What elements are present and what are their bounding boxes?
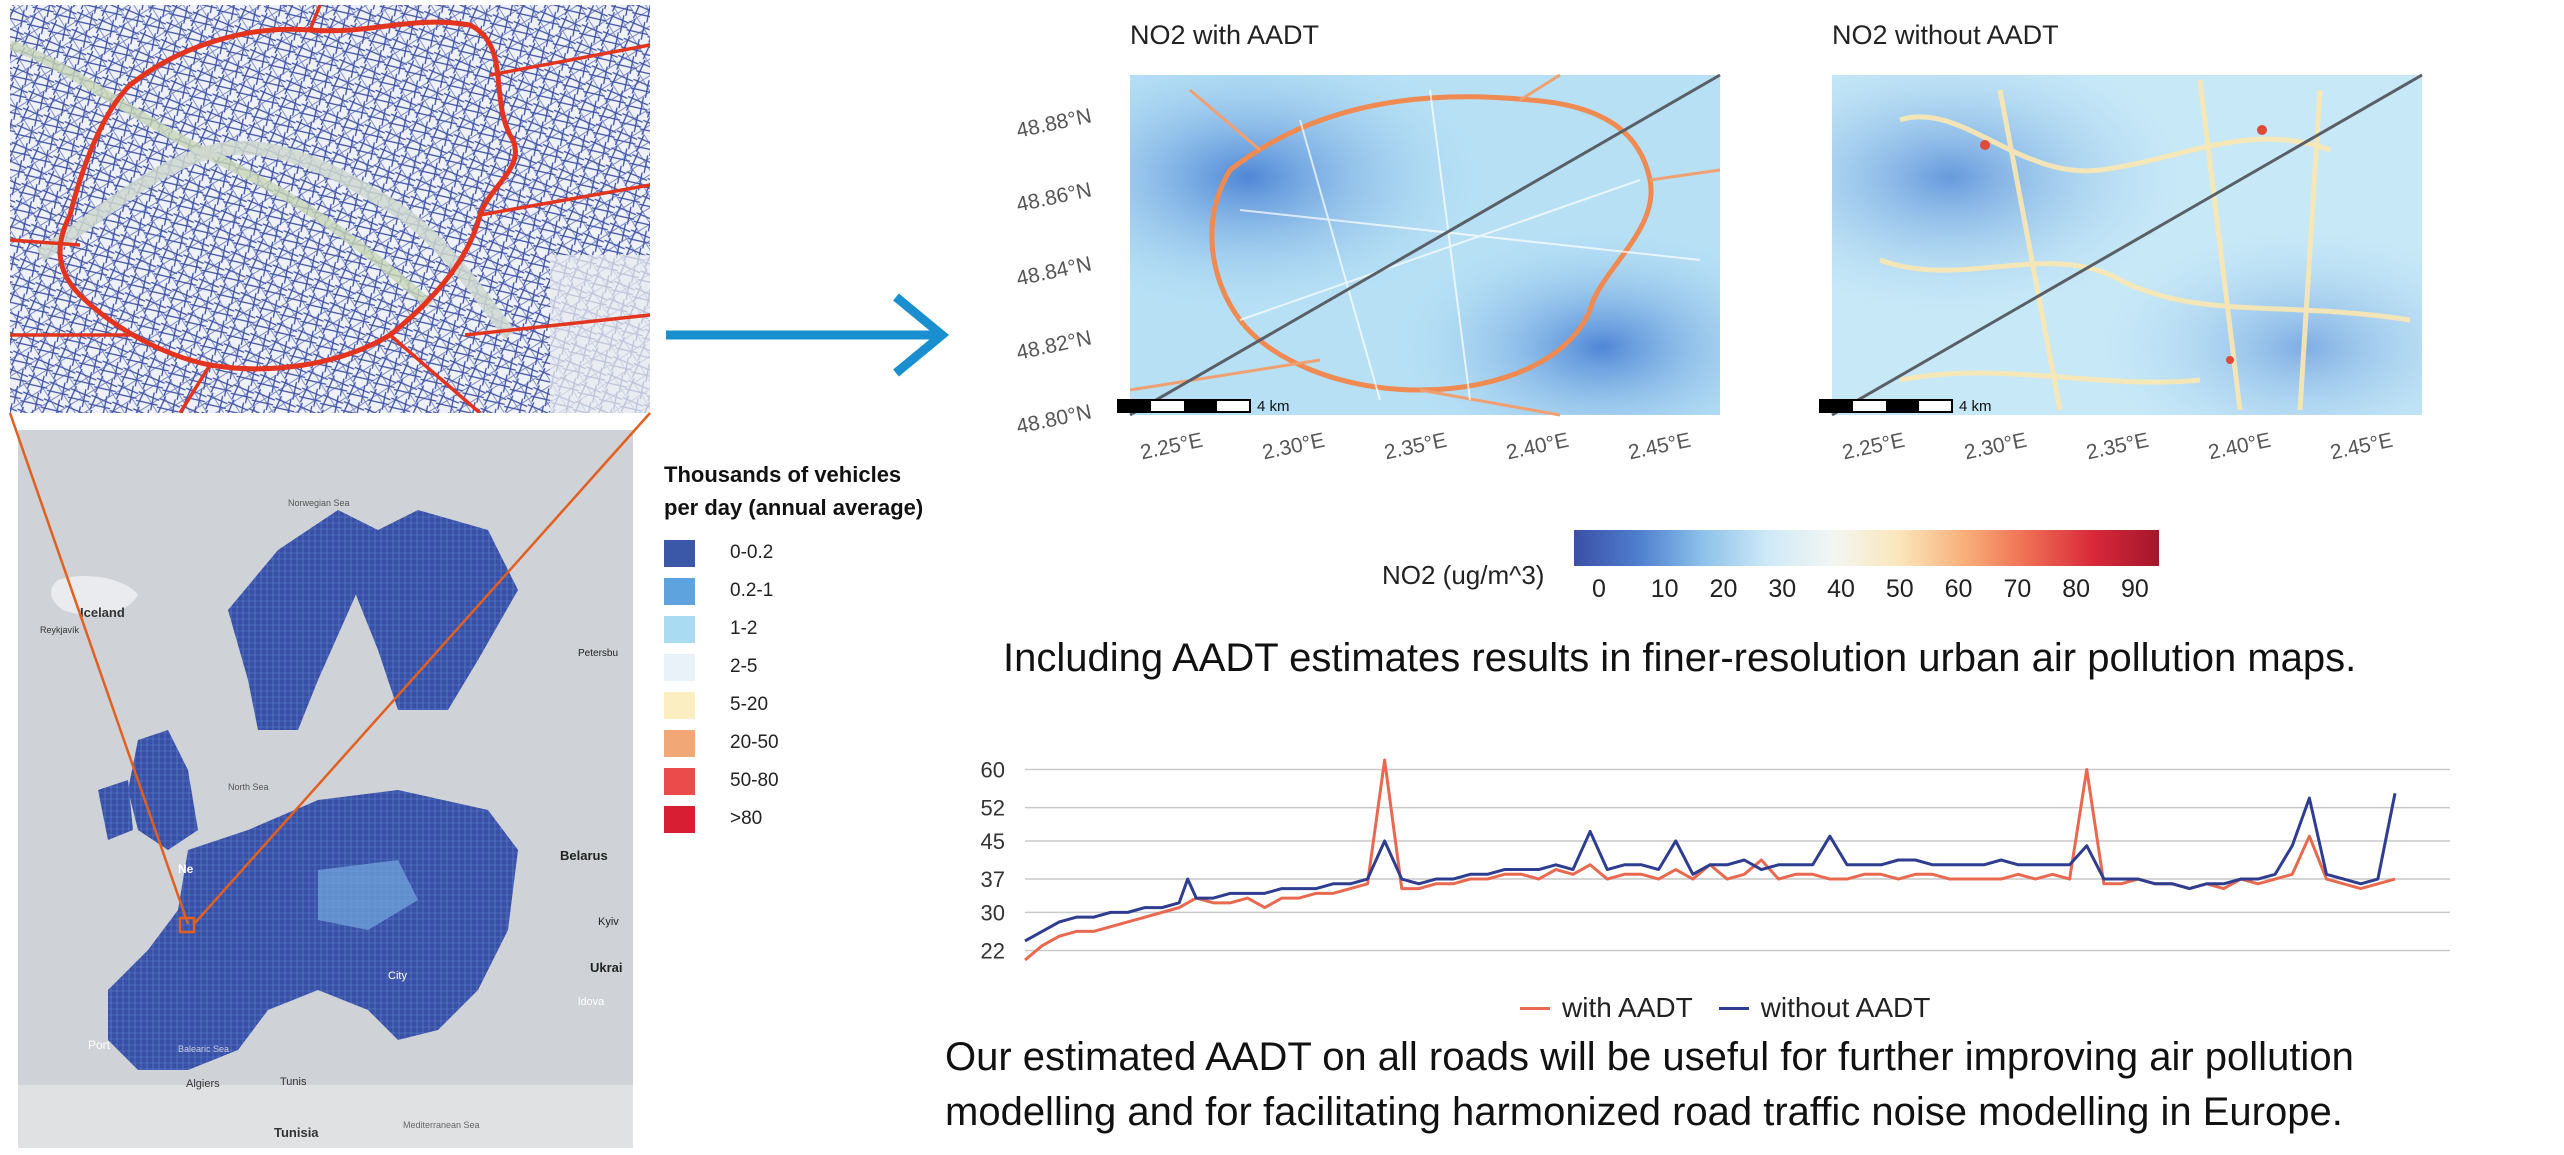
colorbar-tick-label: 30: [1768, 575, 1797, 603]
conclusion-sentence-2-line2: modelling and for facilitating harmonize…: [945, 1090, 2343, 1134]
colorbar-tick-label: 80: [2062, 575, 2091, 603]
legend-label: 50-80: [730, 770, 779, 791]
label-iceland: Iceland: [80, 605, 125, 620]
label-mediterranean: Mediterranean Sea: [403, 1120, 480, 1130]
no2-colorbar: NO2 (ug/m^3) 0 10 20 30 40 50 60 70 80 90: [1382, 530, 2182, 610]
colorbar-tick-label: 10: [1650, 575, 1679, 603]
legend-label: 5-20: [730, 694, 769, 715]
legend-label-without-aadt: without AADT: [1760, 992, 1931, 1023]
series-line-without-aadt: [1024, 793, 2397, 943]
legend-item: 1-2: [664, 610, 964, 648]
colorbar-gradient: [1574, 530, 2159, 566]
right-arrow-icon: [666, 293, 950, 377]
label-norwegian-sea: Norwegian Sea: [288, 498, 350, 508]
aadt-legend: Thousands of vehicles per day (annual av…: [664, 458, 964, 838]
legend-label: 1-2: [730, 618, 758, 639]
legend-label: 0-0.2: [730, 542, 774, 563]
no2-line-chart: 22 30 37 45 52 60: [981, 758, 2450, 964]
label-tunisia: Tunisia: [274, 1125, 319, 1140]
y-tick-label: 22: [981, 938, 1005, 963]
series-line-with-aadt: [1024, 758, 2396, 962]
scale-bar-left: [1117, 399, 1251, 413]
label-reykjavik: Reykjavík: [40, 625, 80, 635]
legend-title-line1: Thousands of vehicles: [664, 462, 902, 487]
label-tunis: Tunis: [280, 1076, 307, 1088]
y-tick-label: 52: [981, 796, 1005, 821]
y-tick-label: 45: [981, 829, 1005, 854]
label-petersburg: Petersbu: [578, 648, 619, 659]
legend-swatch: [664, 539, 695, 567]
legend-rows: 0-0.2 0.2-1 1-2 2-5 5-20 20-50 50-80 >80: [664, 534, 964, 838]
colorbar-label: NO2 (ug/m^3): [1382, 560, 1545, 590]
legend-label: 0.2-1: [730, 580, 774, 601]
scale-label-right: 4 km: [1959, 398, 1992, 415]
no2-map-title-with: NO2 with AADT: [1130, 20, 1320, 50]
label-netherlands: Ne: [178, 862, 194, 876]
no2-map-with-aadt: [1129, 73, 1721, 417]
legend-swatch: [664, 577, 695, 605]
colorbar-tick-label: 20: [1709, 575, 1738, 603]
legend-swatch: [664, 805, 695, 833]
legend-swatch: [664, 615, 695, 643]
no2-map-title-without: NO2 without AADT: [1832, 20, 2059, 50]
label-kyiv: Kyiv: [598, 916, 619, 928]
legend-item: 50-80: [664, 762, 964, 800]
legend-item: >80: [664, 800, 964, 838]
colorbar-tick-label: 60: [1944, 575, 1973, 603]
legend-swatch: [664, 767, 695, 795]
conclusion-sentence-1: Including AADT estimates results in fine…: [1003, 636, 2357, 680]
europe-aadt-map: Iceland Reykjavík Norwegian Sea North Se…: [18, 430, 633, 1148]
legend-item: 0-0.2: [664, 534, 964, 572]
colorbar-tick-label: 40: [1827, 575, 1855, 603]
no2-map-without-aadt: [1831, 73, 2423, 417]
y-tick-label: 30: [981, 900, 1005, 925]
label-balearic: Balearic Sea: [178, 1044, 230, 1054]
legend-title-line2: per day (annual average): [664, 495, 924, 520]
legend-label: 20-50: [730, 732, 779, 753]
scale-bar-right: [1819, 399, 1953, 413]
zoom-connector-lines: [8, 412, 651, 925]
colorbar-tick-label: 70: [2003, 575, 2032, 603]
legend-label: >80: [730, 808, 763, 829]
label-portugal: Port: [88, 1038, 111, 1052]
legend-swatch: [664, 653, 695, 681]
legend-label: 2-5: [730, 656, 758, 677]
legend-item: 5-20: [664, 686, 964, 724]
paris-road-network-map: [10, 5, 650, 413]
colorbar-tick-label: 0: [1592, 575, 1606, 603]
legend-item: 0.2-1: [664, 572, 964, 610]
chart-legend: with AADT without AADT: [1520, 988, 2080, 1028]
chart-series: [1024, 758, 2397, 962]
legend-line-with-aadt: [1520, 1006, 1550, 1010]
label-belarus: Belarus: [560, 848, 608, 863]
label-algiers: Algiers: [186, 1078, 220, 1090]
label-city: City: [388, 970, 407, 982]
legend-label-with-aadt: with AADT: [1562, 992, 1693, 1023]
y-tick-label: 60: [981, 758, 1005, 783]
legend-item: 20-50: [664, 724, 964, 762]
chart-grid: [1025, 768, 2450, 952]
y-tick-label: 37: [981, 867, 1005, 892]
chart-y-ticks: 22 30 37 45 52 60: [981, 758, 1005, 964]
no2-maps-graphic: [1117, 73, 2423, 417]
label-ukraine: Ukrai: [590, 960, 623, 975]
legend-swatch: [664, 729, 695, 757]
legend-item: 2-5: [664, 648, 964, 686]
label-north-sea: North Sea: [228, 782, 269, 792]
colorbar-ticks: 0 10 20 30 40 50 60 70 80 90: [1574, 575, 2159, 609]
colorbar-tick-label: 50: [1885, 575, 1914, 603]
label-moldova: ldova: [578, 996, 605, 1008]
conclusion-sentence-2-line1: Our estimated AADT on all roads will be …: [945, 1035, 2354, 1079]
europe-map-graphic: [18, 430, 633, 1148]
colorbar-tick-label: 90: [2121, 575, 2149, 603]
scale-label-left: 4 km: [1257, 398, 1290, 415]
legend-swatch: [664, 691, 695, 719]
legend-line-without-aadt: [1718, 1006, 1749, 1010]
paris-map-graphic: [10, 5, 650, 413]
